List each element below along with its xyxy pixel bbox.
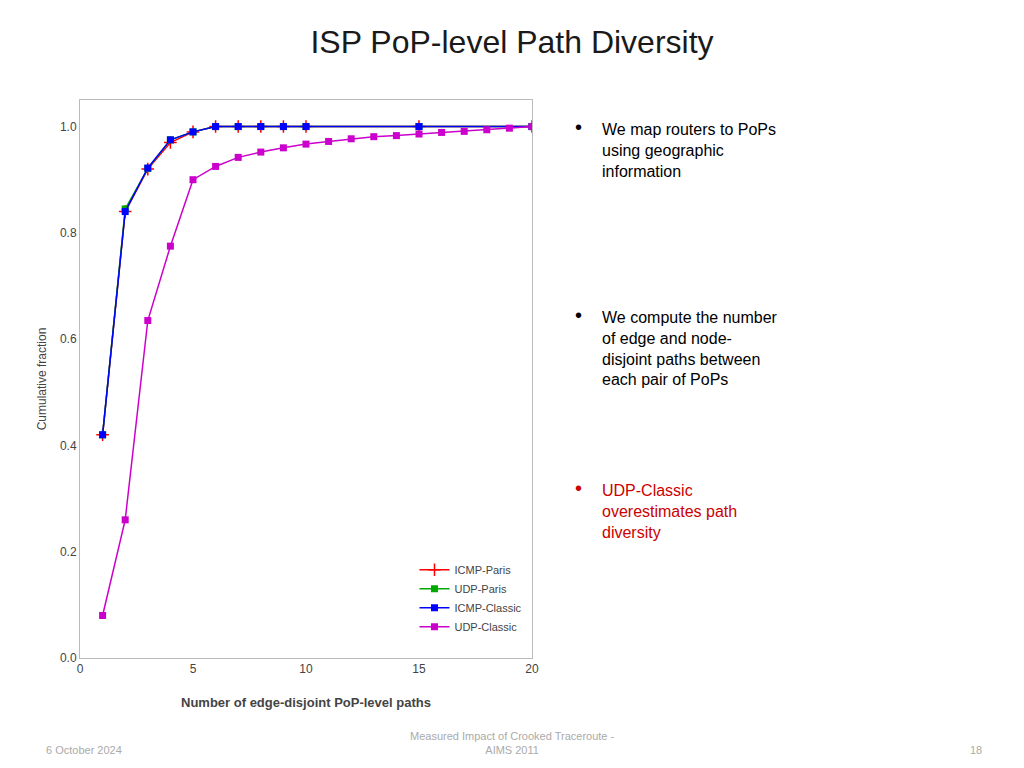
svg-text:0.0: 0.0 <box>60 651 77 665</box>
svg-text:0.8: 0.8 <box>60 226 77 240</box>
svg-text:15: 15 <box>412 662 426 676</box>
svg-text:Number of edge-disjoint PoP-le: Number of edge-disjoint PoP-level paths <box>181 695 431 710</box>
svg-text:We compute the numberof edge a: We compute the numberof edge and node-di… <box>602 309 778 388</box>
svg-text:•: • <box>575 304 582 326</box>
svg-text:UDP-Classicoverestimates pathd: UDP-Classicoverestimates pathdiversity <box>602 482 737 541</box>
svg-text:0.4: 0.4 <box>60 439 77 453</box>
svg-text:We map routers to PoPsusing ge: We map routers to PoPsusing geographicin… <box>602 121 776 180</box>
svg-text:Cumulative fraction: Cumulative fraction <box>35 328 49 431</box>
svg-text:1.0: 1.0 <box>60 120 77 134</box>
svg-text:•: • <box>575 116 582 138</box>
svg-text:5: 5 <box>190 662 197 676</box>
svg-text:•: • <box>575 477 582 499</box>
svg-text:UDP-Paris: UDP-Paris <box>454 583 506 595</box>
svg-text:18: 18 <box>970 744 982 756</box>
svg-text:ICMP-Paris: ICMP-Paris <box>454 564 511 576</box>
svg-text:UDP-Classic: UDP-Classic <box>454 621 517 633</box>
svg-text:10: 10 <box>299 662 313 676</box>
svg-text:ISP PoP-level Path Diversity: ISP PoP-level Path Diversity <box>310 24 713 60</box>
svg-text:0: 0 <box>77 662 84 676</box>
svg-text:20: 20 <box>525 662 539 676</box>
svg-text:0.2: 0.2 <box>60 545 77 559</box>
svg-text:Measured Impact of Crooked Tra: Measured Impact of Crooked Traceroute -A… <box>410 730 615 756</box>
svg-text:ICMP-Classic: ICMP-Classic <box>454 602 521 614</box>
svg-text:6 October 2024: 6 October 2024 <box>46 744 122 756</box>
svg-text:0.6: 0.6 <box>60 332 77 346</box>
